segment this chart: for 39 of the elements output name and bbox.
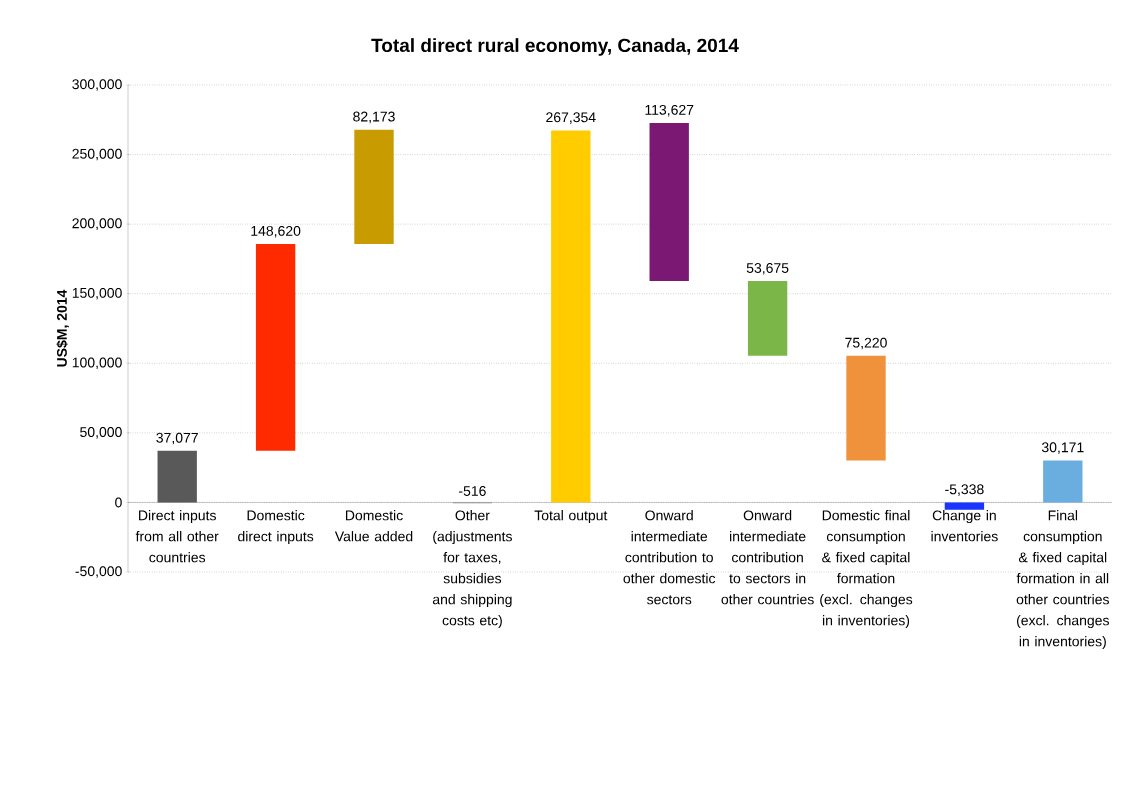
bar (649, 122, 689, 282)
data-label: 148,620 (251, 225, 301, 238)
x-tick-label: Onward intermediate contribution to other domestic sectors (623, 510, 716, 605)
y-tick-label: 200,000 (72, 218, 122, 230)
x-tick-label: Final consumption & fixed capital formation in all other countries (excl. changes in inventories) (1016, 510, 1109, 650)
bar (157, 450, 197, 503)
chart-title: Total direct rural economy, Canada, 2014 (371, 38, 739, 56)
data-label: -5,338 (945, 484, 984, 496)
data-label: -516 (459, 485, 486, 496)
data-label: 82,173 (353, 111, 395, 124)
bar (747, 281, 788, 356)
y-tick-label: 150,000 (72, 287, 122, 300)
data-label: 75,220 (845, 337, 887, 350)
x-tick-label: Onward intermediate contribution to sectors in other countries (721, 510, 814, 605)
y-tick-label: 50,000 (80, 427, 122, 439)
x-tick-label: Change in inventories (931, 510, 998, 542)
y-axis-title: US$M, 2014 (56, 289, 69, 367)
data-label: 113,627 (645, 104, 694, 117)
bar (846, 355, 886, 461)
y-tick-label: 100,000 (72, 357, 122, 370)
x-tick-label: Domestic direct inputs (238, 510, 314, 545)
x-tick-label: Other (adjustments for taxes, subsidies and shipping costs etc) (432, 510, 512, 629)
y-tick-label: 300,000 (72, 79, 122, 91)
bar (354, 129, 394, 245)
data-label: 30,171 (1041, 442, 1084, 454)
bar (255, 244, 296, 451)
bar (551, 130, 591, 503)
y-tick-label: 0 (115, 497, 122, 508)
y-tick-label: -50,000 (75, 566, 122, 578)
data-label: 37,077 (156, 432, 198, 445)
x-tick-label: Direct inputs from all other countries (135, 510, 219, 563)
bar (1043, 460, 1083, 503)
data-label: 53,675 (746, 263, 789, 275)
x-tick-label: Domestic Value added (334, 510, 413, 542)
x-tick-label: Domestic final consumption & fixed capital formation (excl. changes in inventories) (820, 510, 913, 629)
x-tick-label: Total output (534, 510, 608, 524)
y-tick-label: 250,000 (72, 148, 122, 161)
data-label: 267,354 (546, 112, 596, 124)
bar (944, 502, 985, 510)
